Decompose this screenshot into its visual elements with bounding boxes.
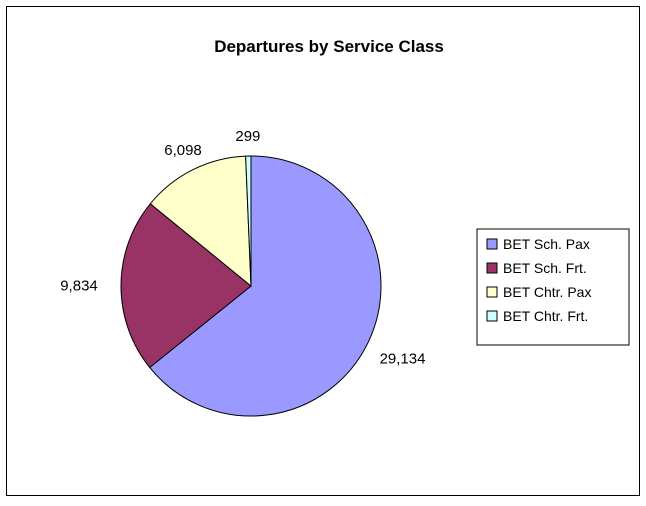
data-labels: 29,134 9,834 6,098 299 [60,128,425,368]
pie-slice-3 [149,155,252,288]
pie-slice-2 [120,203,252,369]
data-label-1: 29,134 [380,351,426,368]
legend-swatch-2 [486,262,498,274]
chart-area: Departures by Service Class 29,134 9,834 6… [6,6,640,496]
pie-slices [120,155,382,417]
legend-swatch-1 [486,238,498,250]
data-label-4: 299 [235,128,260,145]
data-label-3: 6,098 [164,142,202,159]
pie-slice-4 [245,155,252,287]
data-label-2: 9,834 [60,277,98,294]
legend-label-1: BET Sch. Pax [503,236,590,252]
legend-label-3: BET Chtr. Pax [503,284,591,300]
legend-swatch-3 [486,286,498,298]
legend-label-4: BET Chtr. Frt. [503,308,588,324]
legend-swatch-4 [486,310,498,322]
legend-label-2: BET Sch. Frt. [503,260,587,276]
legend: BET Sch. Pax BET Sch. Frt. BET Chtr. Pax BE… [476,228,630,346]
legend-box [476,228,630,346]
pie-chart: Departures by Service Class 29,134 9,834 6… [60,37,630,417]
pie-slice-1 [148,155,382,417]
chart-title: Departures by Service Class [214,37,444,56]
